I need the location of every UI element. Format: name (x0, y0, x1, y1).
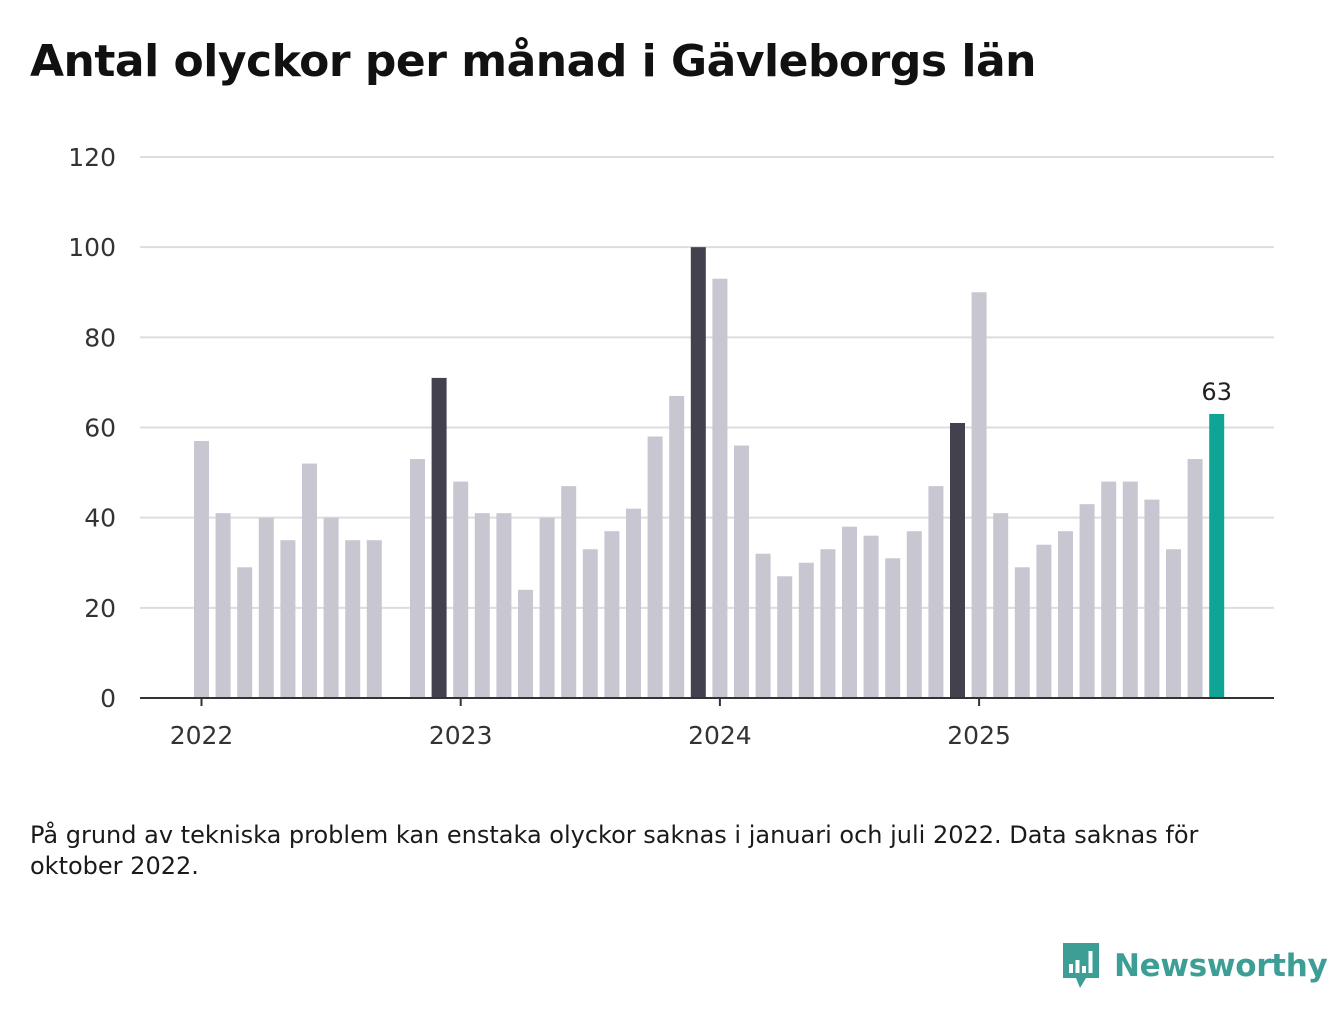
bars (194, 247, 1225, 698)
bar (1122, 481, 1138, 698)
bar (604, 531, 620, 698)
bar (280, 540, 296, 698)
brand-logo[interactable]: Newsworthy (1060, 938, 1328, 994)
bar (1209, 413, 1225, 698)
bar (1187, 459, 1203, 698)
x-tick-label: 2022 (170, 721, 234, 750)
bar (539, 517, 555, 698)
bar (971, 292, 987, 698)
bar (1058, 531, 1073, 698)
bar (777, 576, 793, 698)
bar (669, 395, 685, 698)
bar (734, 445, 749, 698)
bar (474, 513, 490, 698)
y-tick-label: 40 (84, 504, 116, 533)
bar (518, 589, 533, 698)
bar (950, 422, 965, 698)
y-tick-label: 20 (84, 594, 116, 623)
latest-value-label: 63 (1201, 378, 1232, 406)
bar (885, 558, 901, 698)
chart-title: Antal olyckor per månad i Gävleborgs län (30, 36, 1036, 87)
bar (626, 508, 641, 698)
bar (410, 459, 425, 698)
bar (453, 481, 469, 698)
newsworthy-logo-icon (1063, 943, 1099, 988)
bar (820, 549, 836, 698)
bar (690, 247, 706, 698)
brand-name: Newsworthy (1114, 948, 1328, 984)
bar (237, 567, 253, 698)
bar (863, 535, 879, 698)
x-tick-label: 2024 (688, 721, 752, 750)
bar (366, 540, 382, 698)
bar (1079, 504, 1095, 698)
bar (194, 441, 209, 698)
footnote: På grund av tekniska problem kan enstaka… (30, 821, 1199, 880)
y-axis: 0 20 40 60 80 100 120 (68, 143, 116, 713)
bar (1036, 544, 1052, 698)
bar (906, 531, 922, 698)
bar (258, 517, 274, 698)
bar (431, 377, 447, 698)
y-tick-label: 100 (68, 233, 116, 262)
x-axis: 2022 2023 2024 2025 (140, 697, 1274, 750)
bar (345, 540, 361, 698)
bar (561, 486, 577, 698)
bar (1101, 481, 1117, 698)
bar (215, 513, 231, 698)
bar (582, 549, 598, 698)
bar (1014, 567, 1030, 698)
bar-chart: 0 20 40 60 80 100 120 2022 2023 2024 2025 63 (68, 143, 1274, 750)
bar (712, 278, 728, 698)
bar (496, 513, 512, 698)
bar (302, 463, 317, 698)
data-labels: 63 (1201, 378, 1232, 406)
bar (993, 513, 1009, 698)
bar (647, 436, 663, 698)
bar (842, 526, 857, 698)
x-tick-label: 2023 (429, 721, 493, 750)
y-tick-label: 120 (68, 143, 116, 172)
y-tick-label: 80 (84, 323, 116, 352)
y-tick-label: 60 (84, 414, 116, 443)
y-tick-label: 0 (100, 684, 116, 713)
bar (928, 486, 944, 698)
bar (1144, 499, 1160, 698)
bar (798, 562, 814, 698)
x-tick-label: 2025 (947, 721, 1011, 750)
bar (323, 517, 339, 698)
bar (755, 553, 771, 698)
bar (1166, 549, 1181, 698)
